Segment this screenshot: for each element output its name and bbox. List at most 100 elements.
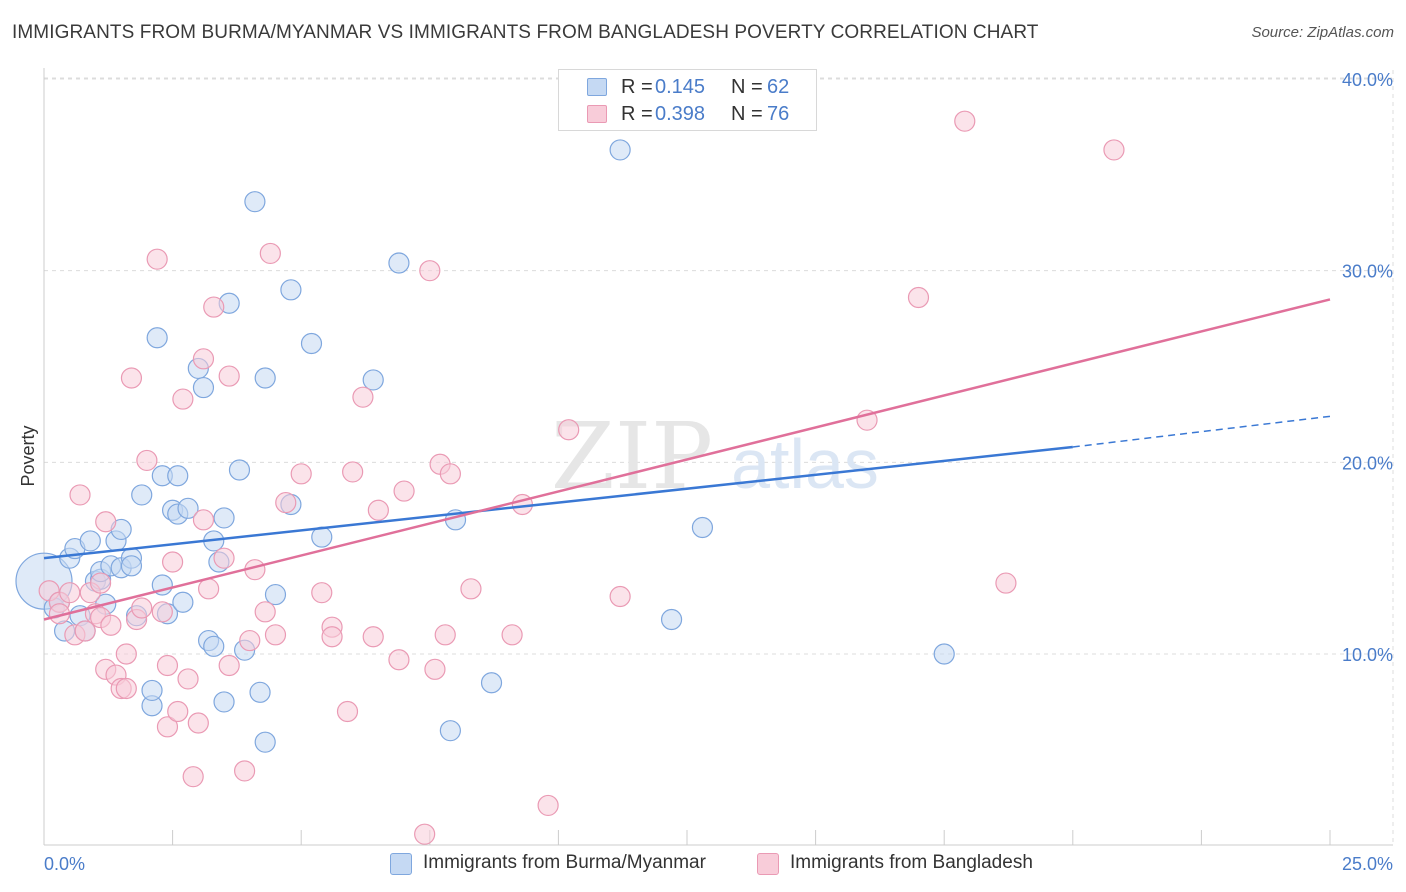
bangladesh-point — [100, 614, 122, 636]
bangladesh-point — [424, 658, 446, 680]
bangladesh-point — [460, 578, 482, 600]
bangladesh-point — [203, 296, 225, 318]
bangladesh-point — [439, 463, 461, 485]
y-tick-label: 20.0% — [1342, 453, 1393, 473]
burma-point — [146, 327, 168, 349]
bangladesh-point — [115, 643, 137, 665]
bangladesh-point — [69, 484, 91, 506]
bangladesh-point — [95, 511, 117, 533]
bottom-legend-swatch-bangladesh — [757, 853, 779, 875]
bangladesh-point — [146, 248, 168, 270]
bangladesh-point — [192, 509, 215, 531]
burma-point — [609, 139, 631, 161]
burma-point — [120, 555, 143, 577]
bangladesh-point — [907, 286, 930, 309]
bangladesh-point — [218, 365, 240, 387]
grid-lines — [44, 70, 1395, 845]
legend-swatch-burma — [587, 78, 607, 96]
legend-r-value: 0.145 — [655, 76, 706, 98]
bangladesh-point — [609, 585, 631, 608]
legend-r-label: R = — [621, 103, 653, 125]
bangladesh-point — [311, 582, 333, 604]
burma-point — [172, 591, 194, 613]
burma-point — [300, 332, 323, 355]
watermark: ZIP atlas — [551, 403, 879, 510]
legend-r-label: R = — [621, 76, 653, 98]
bangladesh-point — [136, 449, 158, 472]
bangladesh-point — [177, 668, 199, 690]
bangladesh-point — [995, 572, 1017, 594]
bottom-legend-label-bangladesh: Immigrants from Bangladesh — [790, 852, 1033, 873]
bangladesh-point — [264, 624, 287, 646]
bangladesh-point — [537, 794, 559, 817]
bangladesh-point — [434, 624, 456, 646]
burma-point — [131, 484, 153, 506]
burma-point — [228, 459, 251, 481]
burma-point — [254, 731, 276, 753]
bangladesh-point — [275, 491, 297, 514]
bangladesh-point — [74, 620, 96, 642]
bangladesh-point — [167, 700, 189, 723]
bangladesh-point — [388, 649, 410, 671]
legend-n-value: 76 — [767, 103, 790, 125]
bangladesh-point — [259, 242, 281, 265]
burma-point — [660, 608, 683, 631]
x-tick-label: 25.0% — [1342, 854, 1393, 874]
bangladesh-point — [419, 260, 441, 282]
bangladesh-point — [198, 578, 220, 600]
bangladesh-point — [342, 461, 364, 483]
burma-point — [79, 530, 101, 552]
burma-point — [213, 507, 235, 529]
burma-point — [388, 252, 410, 274]
bangladesh-point — [290, 463, 312, 485]
bottom-legend-swatch-burma — [390, 853, 412, 875]
bangladesh-point — [59, 582, 81, 604]
bangladesh-point — [234, 760, 256, 782]
legend-n-label: N = — [731, 76, 763, 98]
bangladesh-point — [954, 110, 976, 132]
x-tick-label: 0.0% — [44, 854, 85, 874]
bangladesh-point — [362, 626, 384, 648]
burma-point — [167, 465, 189, 487]
burma-point — [480, 672, 503, 694]
bangladesh-point — [156, 654, 179, 677]
source-label: Source: ZipAtlas.com — [1251, 24, 1394, 41]
bangladesh-point — [172, 388, 194, 410]
bangladesh-point — [321, 626, 343, 648]
burma-point — [244, 191, 266, 213]
burma-point — [213, 691, 235, 713]
correlation-legend: R = 0.145 N = 62 R = 0.398 N = 76 — [558, 69, 817, 131]
bangladesh-point — [414, 823, 436, 845]
bangladesh-point — [352, 386, 374, 408]
bangladesh-point — [131, 597, 153, 619]
chart-title: IMMIGRANTS FROM BURMA/MYANMAR VS IMMIGRA… — [12, 22, 1039, 43]
trend-lines — [43, 298, 1331, 621]
burma-point — [177, 497, 199, 519]
bangladesh-point — [367, 499, 389, 521]
burma-point — [254, 367, 276, 389]
bangladesh-point — [1103, 139, 1125, 161]
bangladesh-point — [213, 547, 235, 569]
legend-n-value: 62 — [767, 76, 790, 98]
burma-trend-extension — [1072, 415, 1331, 448]
burma-point — [439, 720, 461, 742]
bangladesh-point — [89, 572, 112, 594]
y-tick-label: 30.0% — [1342, 262, 1393, 282]
watermark-zip: ZIP — [551, 403, 713, 510]
legend-swatch-bangladesh — [587, 105, 607, 123]
bangladesh-point — [156, 716, 179, 738]
bottom-legend-label-burma: Immigrants from Burma/Myanmar — [423, 852, 706, 873]
bangladesh-point — [393, 480, 415, 502]
bangladesh-point — [239, 629, 261, 652]
bangladesh-point — [336, 700, 359, 723]
burma-trend-line — [43, 445, 1073, 560]
bangladesh-point — [151, 601, 173, 623]
burma-point — [203, 635, 225, 657]
series-burma-points — [15, 139, 955, 753]
burma-point — [362, 369, 384, 391]
bangladesh-point — [115, 677, 137, 700]
burma-point — [691, 516, 714, 539]
bangladesh-point — [254, 601, 276, 623]
bangladesh-point — [558, 419, 580, 441]
